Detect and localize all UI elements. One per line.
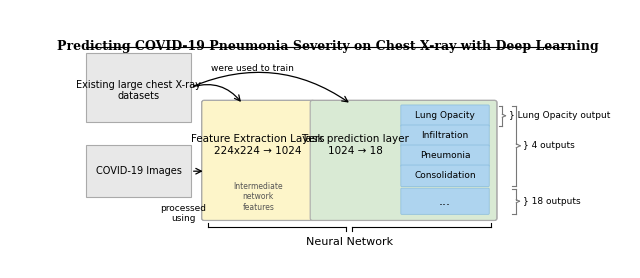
Text: Predicting COVID-19 Pneumonia Severity on Chest X-ray with Deep Learning: Predicting COVID-19 Pneumonia Severity o…	[57, 39, 599, 53]
Text: Existing large chest X-ray
datasets: Existing large chest X-ray datasets	[76, 80, 201, 101]
FancyBboxPatch shape	[401, 145, 489, 167]
Text: } Lung Opacity output: } Lung Opacity output	[509, 111, 611, 120]
Text: } 18 outputs: } 18 outputs	[524, 197, 581, 206]
Text: Neural Network: Neural Network	[306, 237, 393, 247]
Text: COVID-19 Images: COVID-19 Images	[95, 166, 182, 176]
Text: } 4 outputs: } 4 outputs	[524, 141, 575, 150]
Text: Intermediate
network
features: Intermediate network features	[234, 182, 283, 212]
Text: Feature Extraction Layers
224x224 → 1024: Feature Extraction Layers 224x224 → 1024	[191, 134, 325, 156]
Text: ...: ...	[439, 195, 451, 208]
Text: Consolidation: Consolidation	[414, 171, 476, 180]
Text: were used to train: were used to train	[211, 64, 294, 73]
FancyBboxPatch shape	[401, 105, 489, 126]
Text: Pneumonia: Pneumonia	[420, 151, 470, 160]
Text: Infiltration: Infiltration	[421, 131, 468, 140]
FancyBboxPatch shape	[401, 125, 489, 147]
FancyBboxPatch shape	[310, 100, 497, 220]
FancyBboxPatch shape	[202, 100, 315, 220]
FancyBboxPatch shape	[86, 145, 191, 197]
Text: Task prediction layer
1024 → 18: Task prediction layer 1024 → 18	[301, 134, 409, 156]
FancyBboxPatch shape	[401, 188, 489, 214]
Text: Lung Opacity: Lung Opacity	[415, 111, 475, 120]
Text: processed
using: processed using	[160, 203, 206, 223]
FancyBboxPatch shape	[401, 165, 489, 187]
FancyBboxPatch shape	[86, 53, 191, 122]
